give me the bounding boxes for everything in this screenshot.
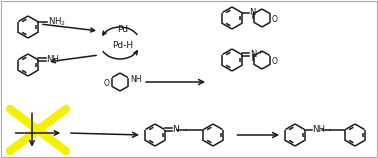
Text: O: O bbox=[272, 58, 278, 67]
Text: N: N bbox=[172, 125, 179, 134]
Text: NH: NH bbox=[46, 55, 59, 64]
Text: NH: NH bbox=[130, 75, 141, 83]
Text: N$^+$: N$^+$ bbox=[249, 49, 263, 60]
Text: O: O bbox=[272, 15, 278, 24]
Text: NH$_2$: NH$_2$ bbox=[48, 15, 65, 28]
Text: O: O bbox=[104, 79, 110, 88]
Text: Pd: Pd bbox=[118, 24, 129, 33]
Text: N: N bbox=[249, 8, 256, 17]
Text: Pd-H: Pd-H bbox=[112, 40, 133, 49]
Text: NH: NH bbox=[313, 125, 325, 134]
